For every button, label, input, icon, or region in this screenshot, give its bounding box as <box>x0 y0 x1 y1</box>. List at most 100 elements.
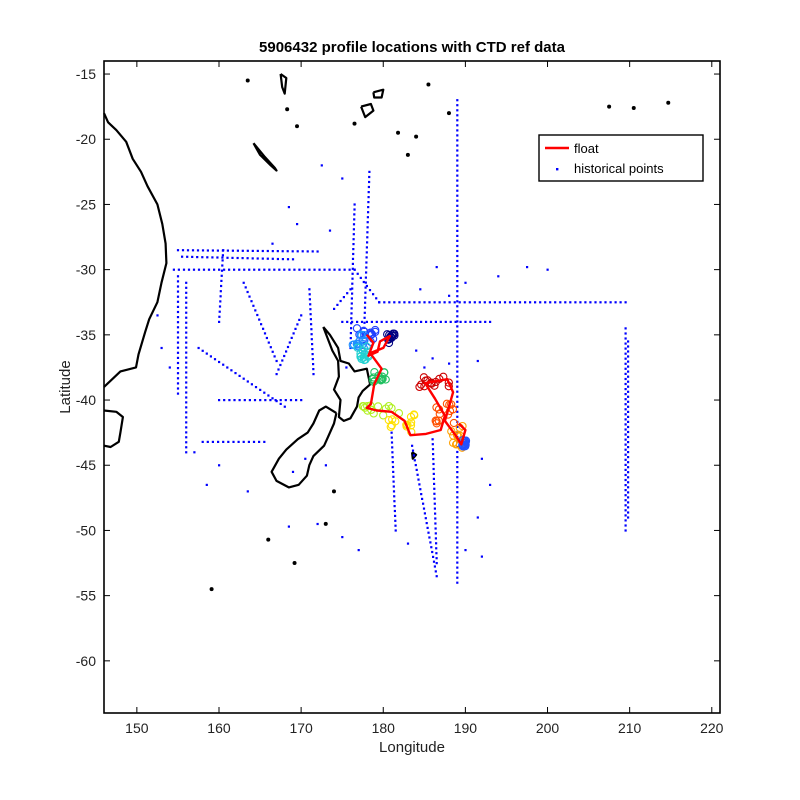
island <box>405 152 410 157</box>
historical-point <box>456 229 459 232</box>
historical-point <box>488 301 491 304</box>
historical-point <box>444 320 447 323</box>
historical-point <box>627 375 630 378</box>
historical-point <box>627 390 630 393</box>
historical-point <box>296 223 299 226</box>
historical-point <box>624 327 627 330</box>
plot-frame <box>103 60 721 714</box>
historical-point <box>230 369 233 372</box>
historical-point <box>221 264 224 267</box>
historical-point <box>176 305 180 308</box>
historical-point <box>343 268 346 271</box>
historical-point <box>271 242 274 245</box>
historical-point <box>201 349 204 352</box>
historical-point <box>624 332 627 335</box>
historical-point <box>480 555 483 558</box>
historical-point <box>569 301 572 304</box>
historical-point <box>292 332 295 335</box>
profile-marker <box>362 342 371 351</box>
historical-point <box>456 270 459 273</box>
historical-point <box>251 257 254 260</box>
historical-point <box>328 229 332 232</box>
historical-point <box>375 320 378 323</box>
historical-point <box>426 526 429 529</box>
y-tick-label: -45 <box>76 457 96 473</box>
historical-point <box>286 345 290 349</box>
historical-point <box>227 440 230 443</box>
island <box>414 134 419 139</box>
historical-point <box>456 481 459 484</box>
historical-point <box>246 380 249 383</box>
historical-point <box>459 320 462 323</box>
historical-point <box>456 506 459 509</box>
historical-point <box>236 249 239 252</box>
historical-point <box>474 320 477 323</box>
historical-point <box>372 293 375 296</box>
historical-point <box>351 277 354 280</box>
historical-point <box>185 431 188 434</box>
historical-point <box>271 257 274 260</box>
historical-point <box>624 504 627 507</box>
historical-point <box>549 301 552 304</box>
historical-point <box>388 301 391 304</box>
historical-point <box>456 365 459 368</box>
historical-point <box>627 410 630 413</box>
historical-point <box>308 293 311 296</box>
historical-point <box>176 341 180 344</box>
historical-point <box>311 358 314 361</box>
historical-point <box>256 313 259 317</box>
historical-point <box>503 301 507 304</box>
profile-marker <box>449 418 459 428</box>
historical-point <box>254 386 258 389</box>
historical-point <box>185 306 188 309</box>
historical-point <box>366 226 369 229</box>
historical-point <box>559 301 562 304</box>
historical-point <box>393 301 396 304</box>
historical-point <box>207 268 211 271</box>
historical-point <box>221 256 224 259</box>
x-tick-label: 180 <box>372 720 396 736</box>
historical-point <box>362 280 365 284</box>
historical-point <box>176 310 180 314</box>
historical-point <box>413 459 416 462</box>
historical-point <box>341 177 344 180</box>
historical-point <box>301 250 304 253</box>
historical-point <box>273 268 276 271</box>
historical-point <box>283 268 286 271</box>
historical-point <box>392 470 395 473</box>
historical-point <box>363 311 366 314</box>
historical-point <box>427 531 430 534</box>
historical-point <box>433 497 436 500</box>
historical-point <box>456 139 459 142</box>
historical-point <box>456 551 459 554</box>
x-tick-label: 200 <box>536 720 560 736</box>
historical-point <box>435 557 438 560</box>
historical-point <box>367 185 370 189</box>
historical-point <box>456 320 459 323</box>
historical-point <box>156 314 159 317</box>
historical-point <box>300 314 303 317</box>
historical-point <box>391 456 394 459</box>
historical-point <box>231 256 234 259</box>
historical-point <box>185 361 188 364</box>
historical-point <box>338 268 341 271</box>
historical-point <box>624 398 627 401</box>
historical-point <box>364 291 367 294</box>
historical-point <box>176 290 180 293</box>
historical-point <box>350 327 353 330</box>
historical-point <box>246 249 249 252</box>
historical-point <box>353 268 356 271</box>
historical-point <box>349 337 352 340</box>
historical-point <box>333 307 336 310</box>
historical-point <box>456 305 459 308</box>
historical-point <box>624 443 627 446</box>
historical-point <box>263 332 267 335</box>
historical-point <box>176 285 180 288</box>
historical-point <box>627 466 630 469</box>
historical-point <box>624 529 627 532</box>
historical-point <box>256 257 259 260</box>
historical-point <box>456 476 459 479</box>
historical-point <box>185 286 188 289</box>
historical-point <box>456 415 459 418</box>
historical-points <box>156 99 630 584</box>
